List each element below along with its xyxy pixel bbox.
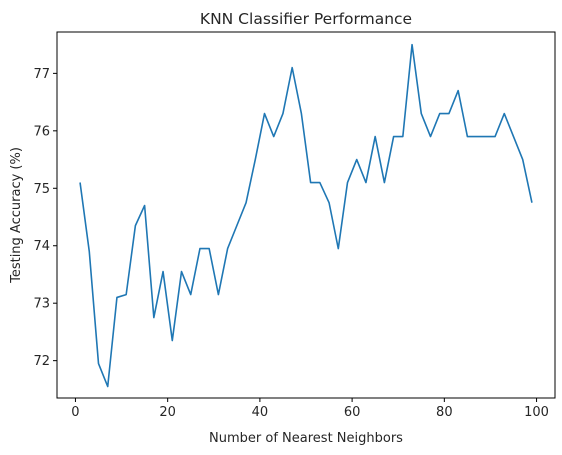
y-tick-label: 72 — [33, 354, 50, 369]
y-tick-label: 73 — [33, 297, 50, 312]
y-tick-label: 77 — [33, 67, 50, 82]
y-axis-label: Testing Accuracy (%) — [9, 147, 24, 284]
x-tick-label: 80 — [436, 405, 453, 420]
x-tick-label: 0 — [71, 405, 79, 420]
x-axis: 0 20 40 60 80 100 — [71, 398, 549, 420]
plot-frame — [56, 31, 556, 399]
x-tick-label: 60 — [344, 405, 361, 420]
x-tick-label: 20 — [159, 405, 176, 420]
x-axis-label: Number of Nearest Neighbors — [209, 431, 403, 446]
x-tick-label: 40 — [252, 405, 269, 420]
accuracy-series-line — [79, 43, 533, 388]
y-tick-label: 76 — [33, 124, 50, 139]
x-tick-label: 100 — [524, 405, 549, 420]
y-tick-label: 74 — [33, 239, 50, 254]
y-tick-label: 75 — [33, 182, 50, 197]
chart-title: KNN Classifier Performance — [200, 10, 412, 28]
y-axis: 72 73 74 75 76 77 — [33, 67, 57, 369]
